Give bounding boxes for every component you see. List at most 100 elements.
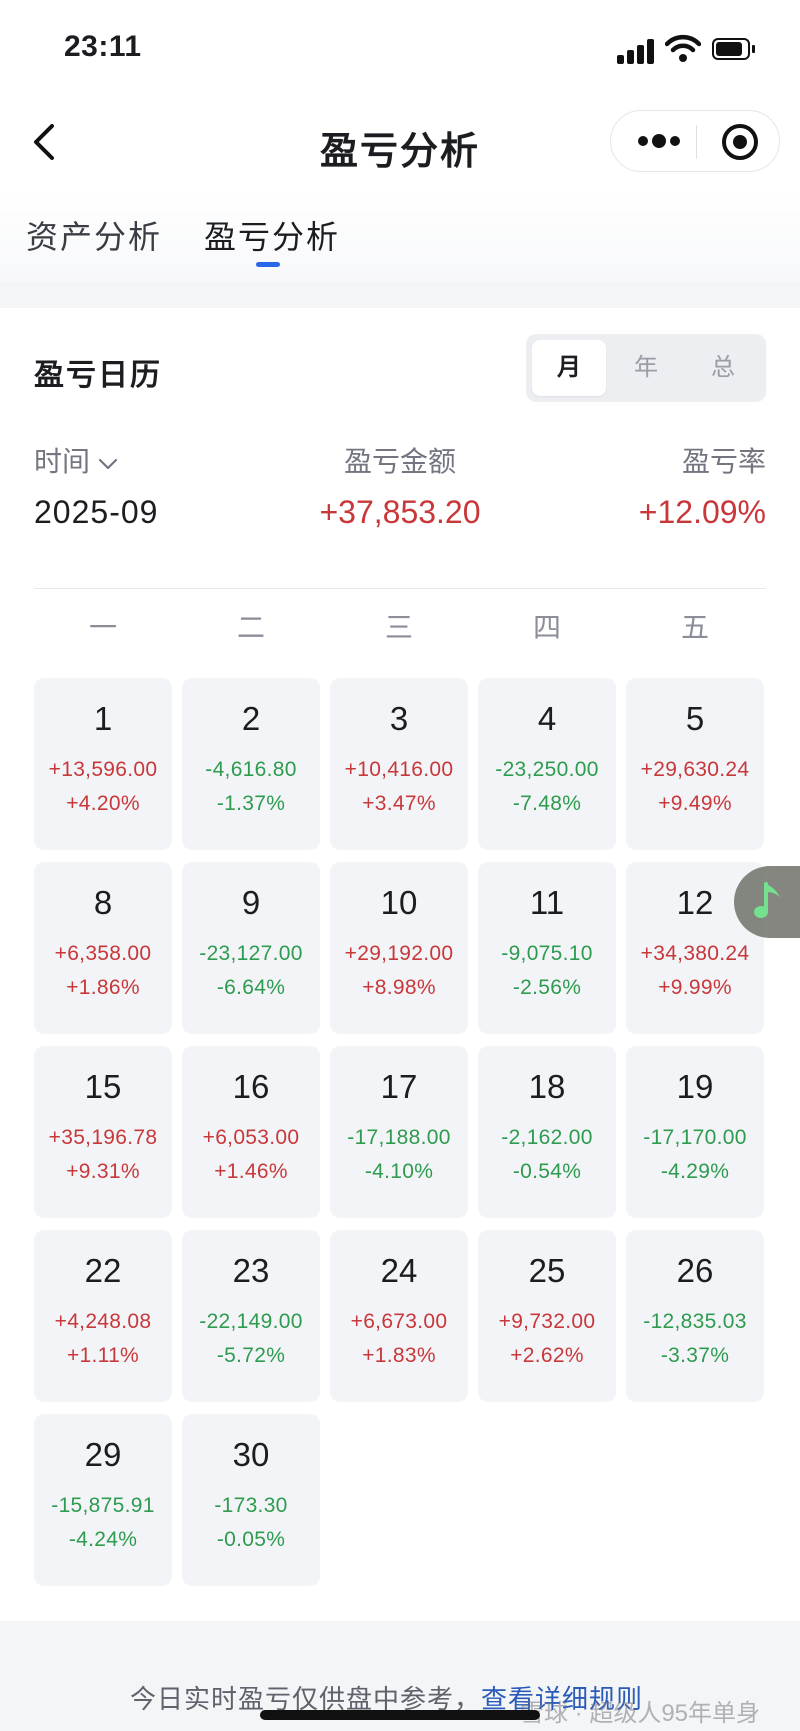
calendar-day-number: 12 bbox=[676, 884, 714, 921]
calendar-day-cell[interactable]: 19 -17,170.00 -4.29% bbox=[626, 1046, 764, 1218]
calendar-day-amount: +13,596.00 bbox=[48, 758, 158, 781]
calendar-day-rate: -1.37% bbox=[216, 792, 286, 815]
calendar-day-rate: -4.10% bbox=[364, 1160, 434, 1183]
calendar-day-rate: +1.86% bbox=[66, 976, 140, 999]
total-amount: +37,853.20 bbox=[319, 494, 481, 530]
capsule-divider bbox=[696, 125, 697, 159]
calendar-day-number: 1 bbox=[93, 700, 113, 737]
calendar-day-cell[interactable]: 16 +6,053.00 +1.46% bbox=[182, 1046, 320, 1218]
mini-program-capsule bbox=[610, 110, 780, 172]
calendar-day-number: 2 bbox=[241, 700, 261, 737]
calendar-day-cell[interactable]: 10 +29,192.00 +8.98% bbox=[330, 862, 468, 1034]
calendar-day-amount: +6,053.00 bbox=[202, 1126, 300, 1149]
record-icon[interactable] bbox=[721, 123, 759, 161]
calendar-day-number: 8 bbox=[93, 884, 113, 921]
calendar-day-cell[interactable]: 22 +4,248.08 +1.11% bbox=[34, 1230, 172, 1402]
calendar-day-rate: -4.24% bbox=[68, 1528, 138, 1551]
calendar-day-rate: -6.64% bbox=[216, 976, 286, 999]
battery-icon bbox=[712, 38, 756, 60]
calendar-day-number: 29 bbox=[84, 1436, 122, 1473]
weekday-wed: 三 bbox=[384, 612, 413, 643]
calendar-day-number: 26 bbox=[676, 1252, 714, 1289]
more-icon[interactable] bbox=[635, 129, 683, 153]
back-icon[interactable] bbox=[30, 120, 60, 164]
segment-total[interactable]: 总 bbox=[711, 354, 735, 381]
calendar-day-cell[interactable]: 11 -9,075.10 -2.56% bbox=[478, 862, 616, 1034]
calendar-day-cell[interactable]: 8 +6,358.00 +1.86% bbox=[34, 862, 172, 1034]
calendar-day-rate: -3.37% bbox=[660, 1344, 730, 1367]
calendar-day-cell[interactable]: 17 -17,188.00 -4.10% bbox=[330, 1046, 468, 1218]
amount-label: 盈亏金额 bbox=[343, 446, 456, 477]
calendar-day-number: 10 bbox=[380, 884, 418, 921]
calendar-day-cell[interactable]: 18 -2,162.00 -0.54% bbox=[478, 1046, 616, 1218]
tab-asset-analysis[interactable]: 资产分析 bbox=[26, 219, 163, 255]
calendar-day-number: 23 bbox=[232, 1252, 270, 1289]
calendar-day-amount: +34,380.24 bbox=[640, 942, 750, 965]
calendar-day-rate: +4.20% bbox=[66, 792, 140, 815]
segment-year[interactable]: 年 bbox=[634, 354, 658, 381]
calendar-day-rate: +1.46% bbox=[214, 1160, 288, 1183]
calendar-day-cell[interactable]: 3 +10,416.00 +3.47% bbox=[330, 678, 468, 850]
calendar-day-number: 4 bbox=[537, 700, 557, 737]
calendar-day-number: 9 bbox=[241, 884, 261, 921]
calendar-day-rate: +9.31% bbox=[66, 1160, 140, 1183]
calendar-day-cell[interactable]: 1 +13,596.00 +4.20% bbox=[34, 678, 172, 850]
weekday-mon: 一 bbox=[88, 612, 117, 643]
floating-music-button[interactable] bbox=[734, 866, 800, 938]
calendar-day-number: 3 bbox=[389, 700, 409, 737]
calendar-day-rate: +3.47% bbox=[362, 792, 436, 815]
calendar-day-amount: +4,248.08 bbox=[54, 1310, 152, 1333]
calendar-day-cell[interactable]: 23 -22,149.00 -5.72% bbox=[182, 1230, 320, 1402]
tab-pnl-analysis[interactable]: 盈亏分析 bbox=[204, 219, 341, 255]
calendar-day-amount: -23,127.00 bbox=[199, 942, 303, 965]
footer-note: 今日实时盈亏仅供盘中参考，查看详细规则 bbox=[130, 1679, 643, 1716]
calendar-day-number: 19 bbox=[676, 1068, 714, 1105]
calendar-day-cell[interactable]: 29 -15,875.91 -4.24% bbox=[34, 1414, 172, 1586]
calendar-day-rate: -5.72% bbox=[216, 1344, 286, 1367]
page-title: 盈亏分析 bbox=[319, 131, 480, 173]
calendar-day-amount: +6,673.00 bbox=[350, 1310, 448, 1333]
calendar-day-number: 11 bbox=[529, 884, 565, 921]
calendar-day-amount: +29,192.00 bbox=[344, 942, 454, 965]
segment-month[interactable]: 月 bbox=[532, 340, 606, 396]
calendar-day-cell[interactable]: 24 +6,673.00 +1.83% bbox=[330, 1230, 468, 1402]
calendar-day-cell[interactable]: 5 +29,630.24 +9.49% bbox=[626, 678, 764, 850]
signal-icon bbox=[617, 38, 657, 64]
calendar-day-amount: -2,162.00 bbox=[501, 1126, 593, 1149]
calendar-day-cell[interactable]: 25 +9,732.00 +2.62% bbox=[478, 1230, 616, 1402]
calendar-day-number: 17 bbox=[380, 1068, 418, 1105]
calendar-day-amount: -22,149.00 bbox=[199, 1310, 303, 1333]
period-segmented-control: 月 年 总 bbox=[526, 334, 766, 402]
calendar-day-cell[interactable]: 15 +35,196.78 +9.31% bbox=[34, 1046, 172, 1218]
calendar-day-cell[interactable]: 26 -12,835.03 -3.37% bbox=[626, 1230, 764, 1402]
calendar-day-number: 5 bbox=[685, 700, 705, 737]
status-time: 23:11 bbox=[64, 30, 142, 63]
calendar-day-cell[interactable]: 30 -173.30 -0.05% bbox=[182, 1414, 320, 1586]
calendar-day-amount: -9,075.10 bbox=[501, 942, 593, 965]
calendar-day-rate: -2.56% bbox=[512, 976, 582, 999]
divider bbox=[34, 588, 766, 589]
watermark: 雪球 · 超级人95年单身 bbox=[520, 1700, 761, 1727]
calendar-day-number: 24 bbox=[380, 1252, 418, 1289]
calendar-day-rate: +2.62% bbox=[510, 1344, 584, 1367]
total-rate: +12.09% bbox=[638, 494, 766, 530]
wifi-icon bbox=[665, 34, 701, 62]
calendar-day-amount: -173.30 bbox=[214, 1494, 288, 1517]
music-note-icon bbox=[754, 882, 780, 918]
calendar-day-amount: -15,875.91 bbox=[51, 1494, 155, 1517]
calendar-day-amount: -4,616.80 bbox=[205, 758, 297, 781]
calendar-day-cell[interactable]: 2 -4,616.80 -1.37% bbox=[182, 678, 320, 850]
calendar-day-rate: +1.83% bbox=[362, 1344, 436, 1367]
weekday-fri: 五 bbox=[680, 612, 709, 643]
calendar-day-number: 15 bbox=[84, 1068, 122, 1105]
calendar-day-cell[interactable]: 9 -23,127.00 -6.64% bbox=[182, 862, 320, 1034]
section-gap bbox=[0, 282, 800, 308]
time-filter[interactable]: 时间 bbox=[34, 440, 118, 480]
calendar-day-cell[interactable]: 4 -23,250.00 -7.48% bbox=[478, 678, 616, 850]
time-label: 时间 bbox=[34, 446, 91, 477]
calendar-day-rate: +9.99% bbox=[658, 976, 732, 999]
calendar-day-rate: -4.29% bbox=[660, 1160, 730, 1183]
calendar-day-amount: +6,358.00 bbox=[54, 942, 152, 965]
rules-link[interactable]: 查看详细规则 bbox=[481, 1684, 644, 1714]
footer: 今日实时盈亏仅供盘中参考，查看详细规则 bbox=[0, 1621, 800, 1731]
